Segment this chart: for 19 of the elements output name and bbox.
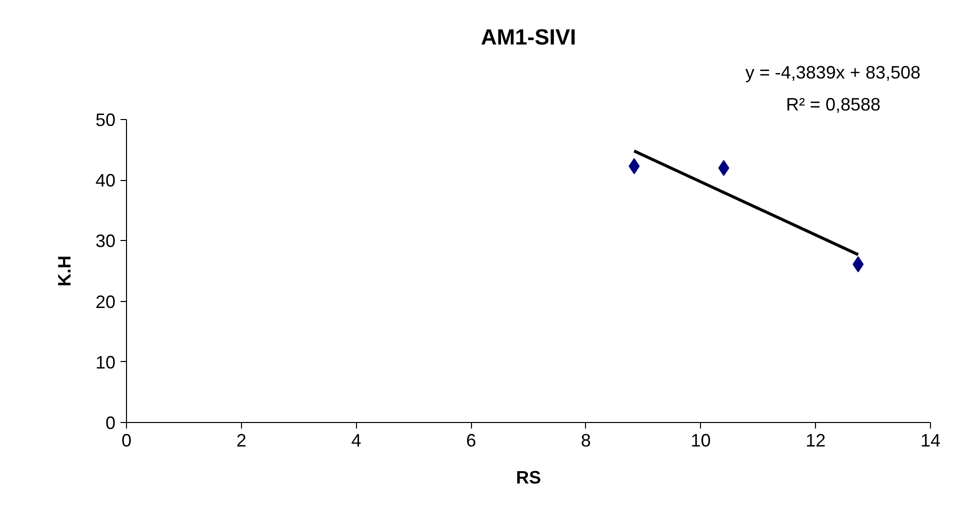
x-tick-label: 6 xyxy=(466,430,476,450)
y-tick-label: 50 xyxy=(95,110,116,130)
x-tick-label: 14 xyxy=(920,430,941,450)
x-tick-label: 8 xyxy=(580,430,591,450)
x-axis-title: RS xyxy=(516,468,542,488)
x-tick-label: 4 xyxy=(351,430,362,450)
chart-title: AM1-SIVI xyxy=(480,24,576,50)
x-tick-label: 10 xyxy=(690,430,711,450)
x-tick-label: 2 xyxy=(236,430,246,450)
y-tick-label: 40 xyxy=(95,170,116,191)
y-tick-label: 30 xyxy=(95,231,116,252)
y-axis-title: K.H xyxy=(54,256,74,286)
x-tick-label: 12 xyxy=(806,430,826,450)
x-tick-label: 0 xyxy=(121,430,132,450)
y-tick-label: 0 xyxy=(105,413,116,433)
text: R² = 0,8588 xyxy=(786,94,880,114)
y-tick-label: 20 xyxy=(95,292,116,312)
y-tick-label: 10 xyxy=(95,352,116,372)
text: y = -4,3839x + 83,508 xyxy=(745,62,921,82)
